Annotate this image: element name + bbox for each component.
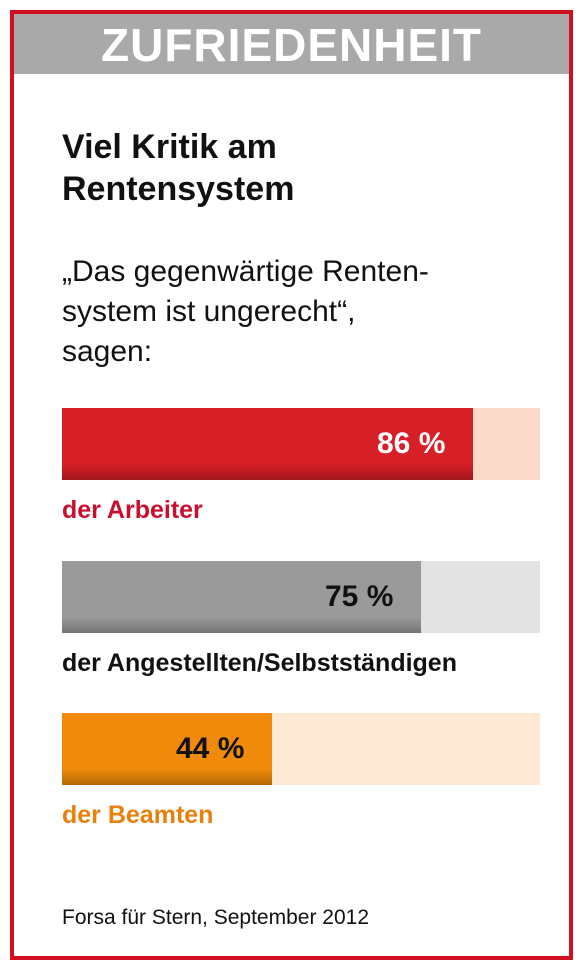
chart-subtitle: „Das gegenwärtige Renten- system ist ung…: [62, 255, 429, 368]
header-band: ZUFRIEDENHEIT: [14, 14, 569, 74]
category-label: der Beamten: [62, 801, 214, 829]
chart-frame: [10, 10, 573, 960]
header-label: ZUFRIEDENHEIT: [101, 19, 482, 71]
category-label: der Arbeiter: [62, 496, 203, 524]
bar-track: 86 %: [62, 408, 540, 480]
bar-track: 75 %: [62, 561, 540, 633]
bar-track: 44 %: [62, 713, 540, 785]
bar-value-label: 86 %: [377, 427, 446, 460]
bar: [62, 408, 473, 480]
bar-value-label: 75 %: [325, 580, 394, 613]
category-label: der Angestellten/Selbstständigen: [62, 649, 457, 677]
chart-title: Viel Kritik am Rentensystem: [62, 128, 295, 208]
bar: [62, 561, 421, 633]
bar-value-label: 44 %: [176, 732, 245, 765]
source-note: Forsa für Stern, September 2012: [62, 906, 369, 929]
bar: [62, 713, 272, 785]
